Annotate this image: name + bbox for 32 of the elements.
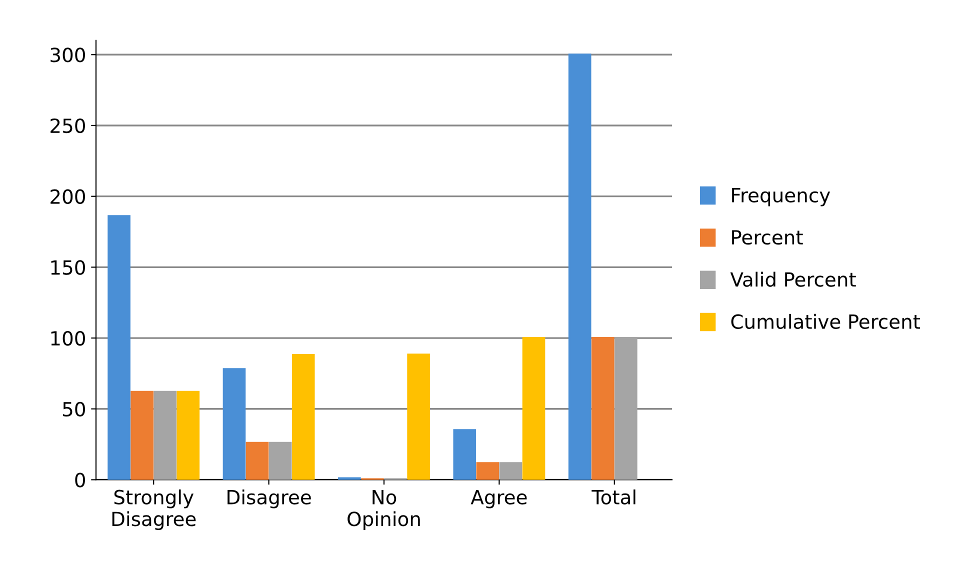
y-tick-label: 150 <box>51 260 85 275</box>
bar <box>568 54 592 480</box>
bar <box>499 462 522 480</box>
bar <box>522 336 546 480</box>
legend-label: Cumulative Percent <box>731 314 920 329</box>
bar <box>154 390 177 480</box>
bar <box>130 390 154 480</box>
bar <box>268 442 292 480</box>
y-tick-label: 50 <box>63 402 85 417</box>
x-tick-label: Agree <box>470 490 527 508</box>
bar <box>453 429 476 480</box>
bar <box>222 368 246 480</box>
x-tick-label: No Opinion <box>348 490 420 530</box>
bar <box>591 336 614 480</box>
bar <box>614 336 638 480</box>
x-tick-label: Strongly Disagree <box>112 489 196 530</box>
y-tick-label: 0 <box>75 472 85 488</box>
legend-label: Frequency <box>732 188 830 206</box>
bar <box>246 442 269 480</box>
bar <box>108 215 130 480</box>
bar <box>476 462 500 480</box>
legend-label: Valid Percent <box>730 272 856 287</box>
x-tick-label: Disagree <box>228 489 311 508</box>
bar <box>176 390 200 480</box>
y-tick-label: 300 <box>50 48 85 62</box>
bar <box>292 354 315 480</box>
y-tick-label: 200 <box>50 189 85 204</box>
y-tick-label: 250 <box>50 118 85 134</box>
y-tick-label: 100 <box>51 330 85 346</box>
x-tick-label: Total <box>592 489 636 505</box>
legend-label: Percent <box>732 230 803 245</box>
bar <box>407 354 430 480</box>
